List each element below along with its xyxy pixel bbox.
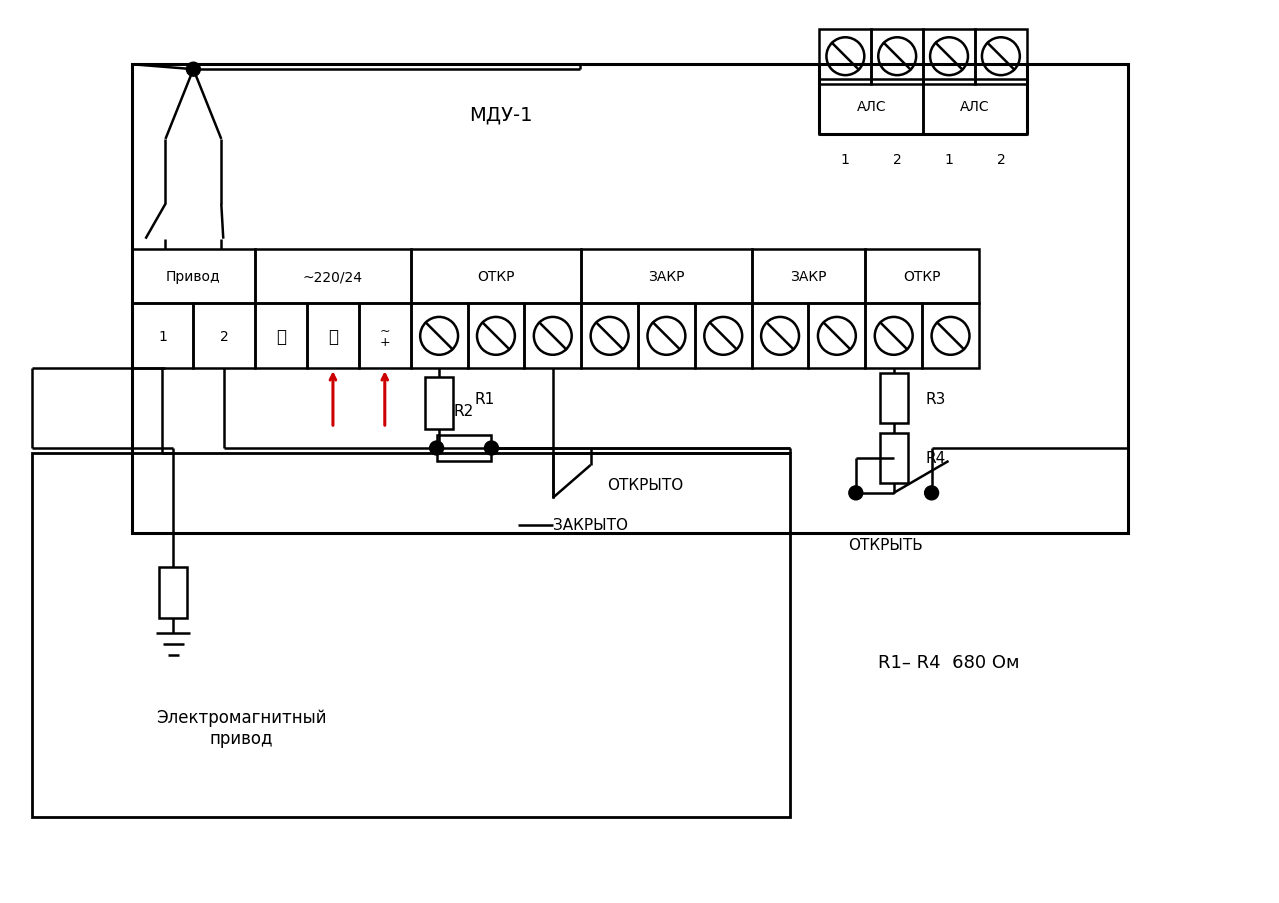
Text: ОТКРЫТЬ: ОТКРЫТЬ [848,537,923,553]
Text: R3: R3 [926,391,946,406]
Bar [871,31,923,85]
Bar [256,304,307,368]
Bar [922,304,978,368]
Text: ОТКР: ОТКР [903,270,941,284]
Text: R4: R4 [926,451,946,466]
Circle shape [849,487,863,500]
Text: 2: 2 [893,153,902,167]
Text: ОТКРЫТО: ОТКРЫТО [608,478,684,493]
Bar [866,304,922,368]
Text: R1– R4  680 Ом: R1– R4 680 Ом [879,654,1019,672]
Text: ЗАКР: ЗАКР [790,270,826,284]
Bar [975,31,1027,85]
Text: R1: R1 [475,391,494,406]
Circle shape [925,487,939,500]
Bar [820,31,871,85]
Bar [866,249,978,304]
Bar [425,377,453,430]
Text: АЛС: АЛС [857,100,886,114]
Bar [468,304,524,368]
Circle shape [187,63,201,77]
Text: ЗАКРЫТО: ЗАКРЫТО [553,517,628,533]
Text: Привод: Привод [166,270,221,284]
Text: 2: 2 [996,153,1005,167]
Text: Электромагнитный
привод: Электромагнитный привод [156,708,326,747]
Bar [880,374,908,424]
Bar [411,249,581,304]
Circle shape [430,442,444,455]
Bar [193,304,256,368]
Circle shape [485,442,499,455]
Bar [880,433,908,483]
Bar [32,453,789,817]
Bar [411,304,468,368]
Bar [820,80,923,135]
Text: 1: 1 [840,153,849,167]
Bar [923,80,1027,135]
Text: R2: R2 [454,404,475,419]
Bar [694,304,752,368]
Bar [923,31,975,85]
Text: ⏚: ⏚ [276,328,286,346]
Bar [524,304,581,368]
Text: ОТКР: ОТКР [477,270,514,284]
Bar [307,304,359,368]
Bar [581,249,752,304]
Bar [160,567,188,619]
Bar [752,249,866,304]
Text: ⏚: ⏚ [327,328,338,346]
Text: 2: 2 [220,330,229,343]
Text: 1: 1 [945,153,953,167]
Bar [256,249,411,304]
Text: ЗАКР: ЗАКР [648,270,684,284]
Bar [638,304,694,368]
Bar [132,249,256,304]
Text: 1: 1 [159,330,166,343]
Bar [132,304,193,368]
Bar [436,435,491,461]
Text: ~
+: ~ + [380,324,390,349]
Text: АЛС: АЛС [961,100,990,114]
Text: МДУ-1: МДУ-1 [468,106,532,125]
Bar [752,304,808,368]
Bar [581,304,638,368]
Bar [808,304,866,368]
Bar [359,304,411,368]
Text: ~220/24: ~220/24 [303,270,363,284]
Bar [132,65,1128,533]
